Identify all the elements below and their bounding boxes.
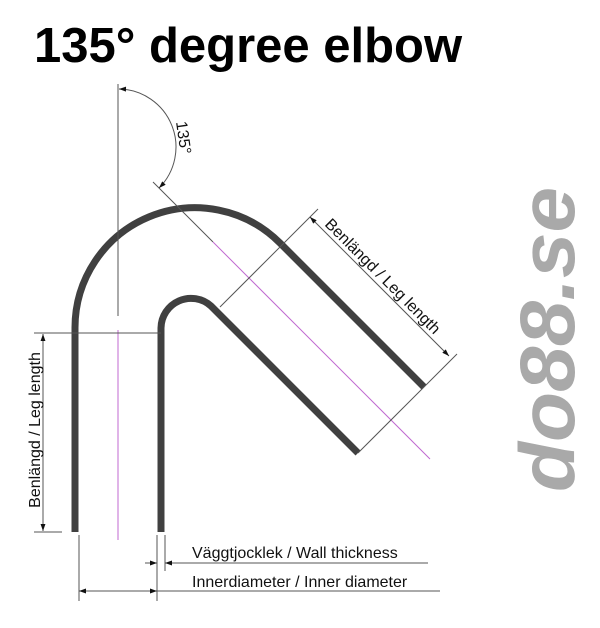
diagonal-reference-line bbox=[152, 181, 214, 243]
angle-dimension-arc bbox=[118, 86, 177, 189]
pipe-outer-wall bbox=[71, 204, 427, 532]
inner-diameter-label: Innerdiameter / Inner diameter bbox=[192, 574, 408, 591]
logo-text: do88.se bbox=[503, 187, 591, 492]
wall-thickness-label: Väggtjocklek / Wall thickness bbox=[192, 545, 398, 562]
angle-label: 135° bbox=[172, 120, 193, 155]
do88-logo: do88.se bbox=[503, 187, 591, 492]
right-leg-extension-end bbox=[357, 353, 458, 454]
left-leg-length-label: Benlängd / Leg length bbox=[27, 352, 44, 508]
right-leg-dimension-line bbox=[309, 216, 450, 357]
right-leg-length-label: Benlängd / Leg length bbox=[321, 216, 443, 338]
page-title: 135° degree elbow bbox=[34, 19, 463, 73]
pipe-inner-wall bbox=[157, 294, 361, 532]
right-leg-centerline bbox=[212, 241, 431, 460]
right-leg-extension-start bbox=[219, 208, 319, 308]
